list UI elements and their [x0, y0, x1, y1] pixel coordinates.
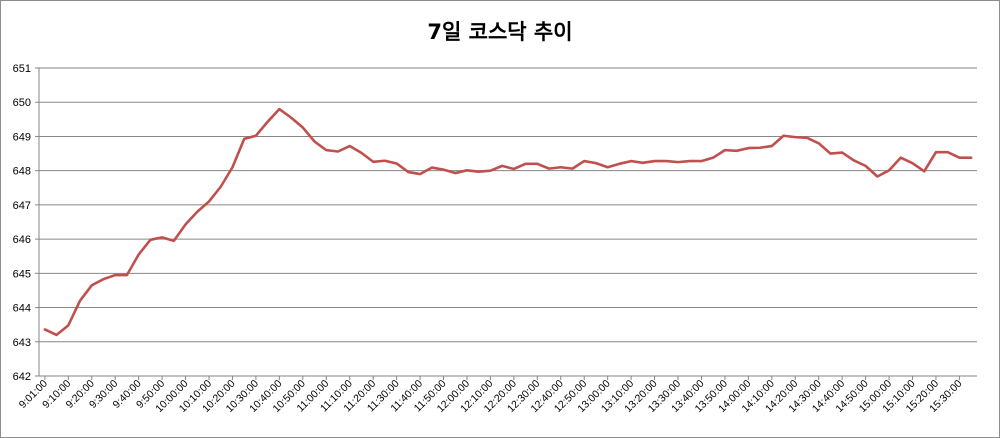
- series-group: [43, 107, 973, 337]
- axes: [35, 67, 977, 380]
- y-tick-label: 645: [13, 268, 31, 280]
- y-tick-label: 644: [13, 303, 31, 315]
- gridlines: [39, 67, 977, 343]
- x-axis-ticks: 9:01:009:10:009:20:009:30:009:40:009:50:…: [17, 378, 965, 416]
- y-tick-label: 651: [13, 63, 31, 75]
- series-line-kosdaq: [43, 107, 973, 337]
- chart-title: 7일 코스닥 추이: [427, 20, 573, 44]
- y-tick-label: 643: [13, 337, 31, 349]
- y-axis-ticks: 642 643 644 645 646 647 648 649 650 651: [13, 63, 31, 383]
- y-tick-label: 649: [13, 131, 31, 143]
- y-tick-label: 646: [13, 234, 31, 246]
- y-tick-label: 642: [13, 371, 31, 383]
- y-tick-label: 647: [13, 200, 31, 212]
- y-tick-label: 650: [13, 97, 31, 109]
- y-tick-label: 648: [13, 166, 31, 178]
